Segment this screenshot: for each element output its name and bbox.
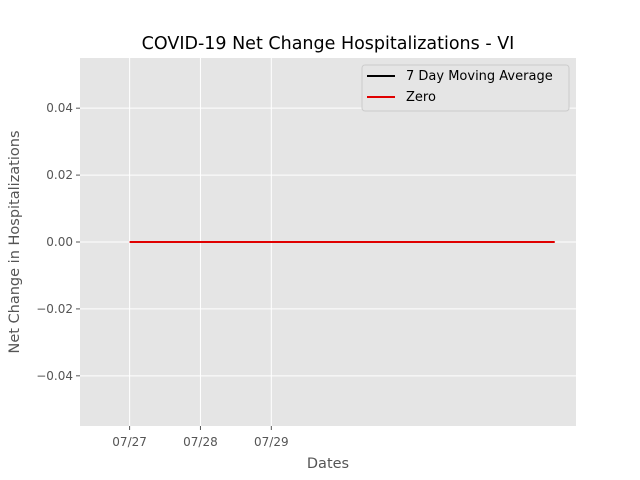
chart-title: COVID-19 Net Change Hospitalizations - V…: [142, 34, 515, 54]
x-axis-label: Dates: [307, 456, 349, 472]
legend-label-zero: Zero: [406, 90, 436, 105]
legend-box: [361, 64, 570, 112]
x-tick-label: 07/28: [183, 435, 218, 449]
y-tick-label: −0.02: [36, 302, 73, 316]
x-tick-label: 07/27: [112, 435, 147, 449]
legend-label-moving-average: 7 Day Moving Average: [406, 69, 553, 84]
y-tick-label: 0.02: [46, 168, 73, 182]
y-axis-label: Net Change in Hospitalizations: [7, 130, 23, 353]
y-tick-label: 0.00: [46, 235, 73, 249]
legend: 7 Day Moving Average Zero: [361, 64, 570, 112]
tick-labels: 0.04 0.02 0.00 −0.02 −0.04 07/27 07/28 07/29: [36, 101, 288, 449]
y-tick-label: 0.04: [46, 101, 73, 115]
x-tick-label: 07/29: [254, 435, 289, 449]
y-tick-label: −0.04: [36, 369, 73, 383]
